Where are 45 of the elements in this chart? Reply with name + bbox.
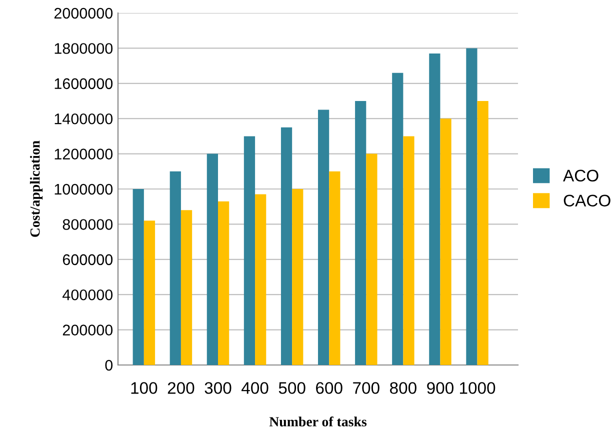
x-tick-label: 900: [427, 382, 454, 394]
bar: [255, 194, 266, 365]
x-tick-label: 600: [316, 382, 342, 394]
bar: [132, 189, 144, 365]
bar: [206, 154, 218, 365]
x-tick-label: 400: [242, 382, 268, 394]
legend-label: CACO: [564, 194, 610, 206]
bar: [466, 48, 478, 365]
y-tick-label: 200000: [62, 324, 113, 336]
y-tick-label: 1200000: [54, 148, 113, 160]
x-tick-label: 800: [390, 382, 416, 394]
x-tick-label: 200: [168, 382, 194, 394]
y-tick-label: 1400000: [54, 113, 113, 124]
bar: [280, 127, 292, 365]
bar: [355, 101, 366, 365]
bar: [392, 72, 404, 365]
y-tick-label: 0: [105, 360, 113, 371]
bar: [403, 136, 414, 365]
y-tick-label: 1600000: [54, 78, 113, 90]
y-tick-label: 800000: [62, 219, 113, 230]
y-tick-label: 1800000: [54, 43, 113, 54]
bar: [292, 189, 304, 365]
x-tick-label: 300: [204, 382, 232, 394]
bar: [318, 110, 330, 365]
bar: [329, 171, 340, 365]
y-tick-label: 400000: [62, 289, 113, 300]
bar: [218, 201, 230, 365]
bar: [477, 101, 488, 365]
bar: [170, 171, 181, 365]
bar: [180, 210, 192, 365]
bar: [440, 118, 452, 365]
legend-label: ACO: [563, 170, 598, 182]
x-tick-label: 500: [278, 382, 306, 394]
bar: [244, 136, 256, 365]
x-tick-label: 700: [353, 382, 380, 394]
y-tick-label: 600000: [62, 254, 113, 266]
bar: [366, 154, 378, 365]
y-tick-label: 1000000: [54, 184, 113, 195]
bar: [144, 220, 156, 365]
x-tick-label: 1000: [460, 382, 496, 394]
y-axis-title: Cost/application: [30, 140, 43, 237]
y-tick-label: 2000000: [54, 8, 113, 19]
x-tick-label: 100: [131, 382, 158, 394]
bar: [429, 53, 440, 365]
x-axis-title: Number of tasks: [269, 416, 367, 426]
